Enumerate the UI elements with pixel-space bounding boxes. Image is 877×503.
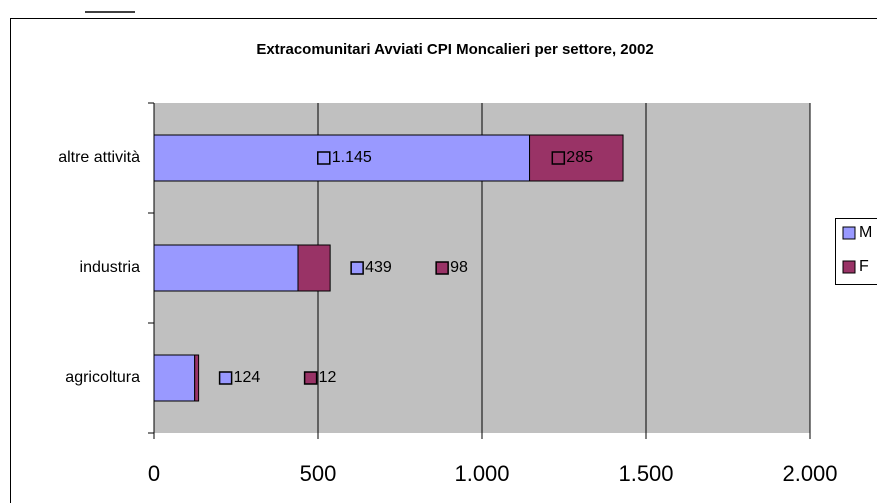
- x-tick-label: 1.500: [618, 461, 673, 486]
- x-tick-label: 0: [148, 461, 160, 486]
- label-key: [317, 151, 331, 165]
- bar: [153, 354, 196, 402]
- data-label: 98: [450, 259, 468, 276]
- data-label: 285: [566, 149, 593, 166]
- label-key: [551, 151, 566, 165]
- label-key: [435, 261, 449, 275]
- data-label: 12: [319, 369, 337, 386]
- x-tick-label: 500: [300, 461, 337, 486]
- y-tick-label: agricoltura: [65, 369, 140, 386]
- data-label: 439: [365, 259, 392, 276]
- legend-key: [842, 226, 856, 240]
- bar: [297, 244, 331, 292]
- bar: [194, 354, 200, 402]
- x-tick-label: 1.000: [454, 461, 509, 486]
- bar: [153, 244, 299, 292]
- y-tick-label: altre attività: [58, 149, 140, 166]
- bar: [529, 134, 624, 182]
- legend-label: F: [859, 258, 869, 275]
- legend-label: M: [859, 224, 872, 241]
- chart-title: Extracomunitari Avviati CPI Moncalieri p…: [256, 41, 653, 58]
- data-label: 124: [234, 369, 261, 386]
- y-tick-label: industria: [80, 259, 141, 276]
- legend-key: [842, 260, 856, 274]
- data-label: 1.145: [332, 149, 372, 166]
- bar: [153, 134, 531, 182]
- label-key: [350, 261, 364, 275]
- legend-frame: [835, 218, 877, 285]
- x-tick-label: 2.000: [782, 461, 837, 486]
- label-key: [218, 371, 233, 385]
- label-key: [303, 371, 318, 385]
